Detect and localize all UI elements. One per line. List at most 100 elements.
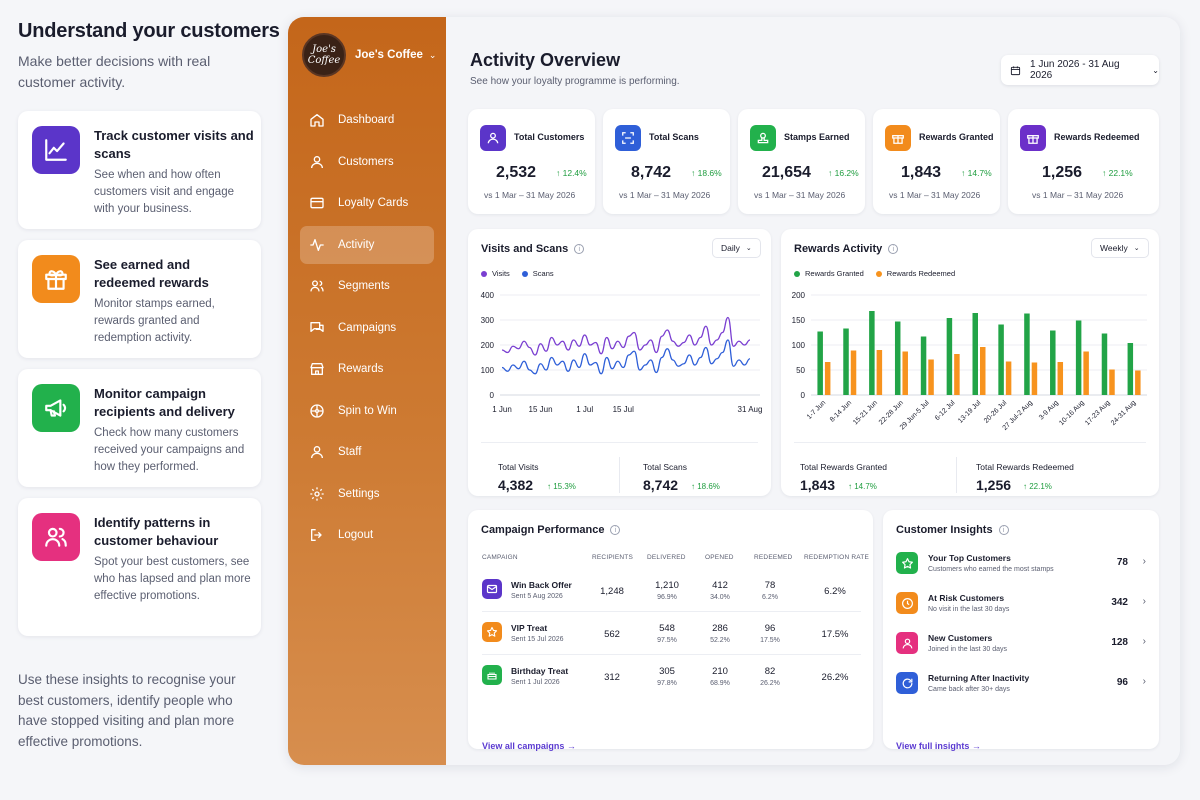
- sidebar-item-activity[interactable]: Activity: [300, 225, 434, 264]
- user-icon: [896, 632, 918, 654]
- card-title: Customer Insights i: [896, 524, 1009, 536]
- sidebar-item-loyalty-cards[interactable]: Loyalty Cards: [300, 184, 434, 222]
- promo-subtitle: Make better decisions with real customer…: [18, 53, 211, 90]
- insight-desc: Joined in the last 30 days: [928, 646, 1007, 653]
- sidebar-item-segments[interactable]: Segments: [300, 267, 434, 305]
- period-value: Daily: [721, 243, 740, 253]
- stat-compare: vs 1 Mar – 31 May 2026: [1032, 190, 1124, 200]
- date-range-label: 1 Jun 2026 - 31 Aug 2026: [1030, 59, 1120, 81]
- date-range-picker[interactable]: 1 Jun 2026 - 31 Aug 2026 ⌄: [1001, 55, 1159, 85]
- staff-icon: [308, 443, 326, 461]
- chevron-right-icon: ›: [1142, 596, 1146, 607]
- info-icon[interactable]: i: [610, 525, 621, 535]
- gift-icon: [885, 125, 911, 151]
- legend-label: Rewards Redeemed: [886, 269, 956, 278]
- insight-row-returning[interactable]: Returning After Inactivity Came back aft…: [896, 666, 1146, 704]
- total-value: 8,742: [643, 477, 679, 493]
- rewards-activity-card: Rewards Activity i Weekly ⌄ Rewards Grante…: [781, 229, 1159, 496]
- info-icon[interactable]: i: [998, 525, 1009, 535]
- page-title: Activity Overview: [470, 50, 621, 70]
- bar-rewards-granted: [1101, 333, 1108, 395]
- sidebar-item-settings[interactable]: Settings: [300, 475, 434, 513]
- view-full-insights-link[interactable]: View full insights →: [896, 741, 981, 751]
- bar-rewards-redeemed: [1135, 370, 1141, 395]
- bar-rewards-granted: [817, 331, 823, 395]
- user-icon: [480, 125, 506, 151]
- campaign-row[interactable]: Win Back Offer Sent 5 Aug 2026 1,248 1,2…: [482, 568, 861, 610]
- visits-scans-chart: 0 100 200 300 400 1 Jun 15 Jun 1 Jul 15 Jul 31 Au…: [481, 291, 763, 414]
- campaign-row[interactable]: VIP Treat Sent 15 Jul 2026 562 548 97.5%…: [482, 611, 861, 653]
- redemption-rate: 6.2%: [824, 586, 846, 597]
- main-content: Activity Overview See how your loyalty p…: [446, 17, 1180, 765]
- period-select[interactable]: Weekly ⌄: [1091, 238, 1149, 258]
- insight-name: New Customers: [928, 633, 993, 643]
- sidebar-item-campaigns[interactable]: Campaigns: [300, 309, 434, 347]
- stat-value: 21,654: [762, 164, 811, 181]
- info-icon[interactable]: i: [888, 244, 899, 254]
- view-all-campaigns-link[interactable]: View all campaigns →: [482, 741, 576, 751]
- insight-row-new-customers[interactable]: New Customers Joined in the last 30 days…: [896, 626, 1146, 664]
- sidebar-item-label: Staff: [338, 446, 362, 458]
- insight-row-at-risk[interactable]: At Risk Customers No visit in the last 3…: [896, 586, 1146, 624]
- insight-row-top-customers[interactable]: Your Top Customers Customers who earned …: [896, 546, 1146, 584]
- calendar-icon: [1010, 65, 1021, 76]
- sidebar-item-rewards[interactable]: Rewards: [300, 350, 434, 388]
- legend-item: Visits: [481, 269, 510, 278]
- brand-name: Joe's Coffee: [355, 49, 423, 61]
- stat-value: 1,256: [1042, 164, 1083, 181]
- chevron-right-icon: ›: [1142, 636, 1146, 647]
- x-tick-label: 17-23 Aug: [1084, 399, 1112, 427]
- sidebar-item-spin-to-win[interactable]: Spin to Win: [300, 392, 434, 430]
- campaign-name: Win Back Offer: [511, 580, 572, 590]
- bar-rewards-granted: [1075, 320, 1082, 395]
- chevron-down-icon: ⌄: [1133, 245, 1140, 252]
- x-tick-label: 31 Aug: [738, 405, 763, 414]
- card-title: Campaign Performance i: [481, 524, 621, 536]
- chart-legend: Rewards Granted Rewards Redeemed: [794, 269, 967, 278]
- x-tick-label: 15 Jun: [529, 405, 553, 414]
- total-change: ↑ 18.6%: [691, 482, 720, 491]
- wheel-icon: [308, 402, 326, 420]
- sidebar-item-staff[interactable]: Staff: [300, 433, 434, 471]
- chevron-down-icon: ⌄: [1152, 65, 1159, 75]
- x-tick-label: 3-9 Aug: [1038, 399, 1060, 421]
- insight-value: 128: [1111, 637, 1128, 648]
- sidebar-item-label: Loyalty Cards: [338, 197, 409, 209]
- card-title-text: Customer Insights: [896, 524, 993, 536]
- recipients-value: 562: [604, 629, 620, 640]
- x-tick-label: 1 Jul: [576, 405, 593, 414]
- bar-rewards-redeemed: [824, 362, 831, 395]
- sidebar-item-label: Segments: [338, 280, 390, 292]
- bar-rewards-granted: [998, 324, 1004, 395]
- bar-rewards-redeemed: [1109, 369, 1115, 395]
- column-header: REDEEMED: [754, 554, 793, 561]
- y-tick-label: 200: [792, 291, 806, 300]
- opened-pct: 52.2%: [710, 637, 730, 644]
- y-tick-label: 0: [801, 391, 806, 400]
- brand-switcher[interactable]: Joe's Coffee Joe's Coffee ⌄: [302, 33, 436, 77]
- legend-dot: [794, 270, 800, 277]
- sidebar-item-label: Rewards: [338, 363, 384, 375]
- insight-value: 342: [1111, 597, 1128, 608]
- campaign-row[interactable]: Birthday Treat Sent 1 Jul 2026 312 305 9…: [482, 654, 861, 696]
- opened-value: 286: [712, 623, 728, 634]
- bar-rewards-redeemed: [1057, 362, 1064, 395]
- feature-card-visits: Track customer visits and scans See when…: [18, 111, 261, 229]
- legend-label: Rewards Granted: [805, 269, 864, 278]
- total-value: 4,382: [498, 477, 534, 493]
- campaign-performance-card: Campaign Performance i CAMPAIGN RECIPIENT…: [468, 510, 873, 751]
- legend-label: Visits: [492, 269, 510, 278]
- card-title-text: Rewards Activity: [794, 243, 883, 255]
- sidebar-item-dashboard[interactable]: Dashboard: [300, 101, 434, 139]
- customer-insights-card: Customer Insights i Your Top Customers Cu…: [883, 510, 1159, 751]
- period-select[interactable]: Daily ⌄: [712, 238, 761, 258]
- info-icon[interactable]: i: [574, 244, 585, 254]
- bar-rewards-redeemed: [980, 347, 986, 395]
- y-tick-label: 200: [481, 341, 495, 350]
- sidebar-item-logout[interactable]: Logout: [300, 516, 434, 554]
- series-line-scans: [501, 339, 751, 375]
- sidebar-item-customers[interactable]: Customers: [300, 143, 434, 181]
- insight-desc: Customers who earned the most stamps: [928, 566, 1054, 573]
- period-value: Weekly: [1100, 243, 1128, 253]
